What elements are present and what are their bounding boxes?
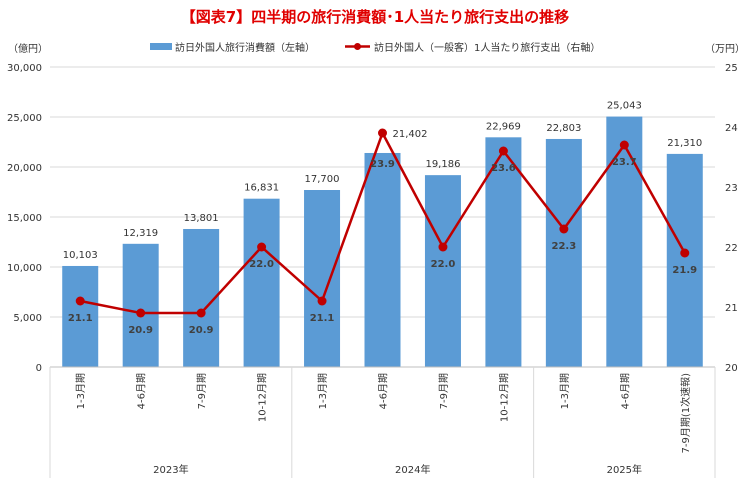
bar — [485, 137, 522, 367]
bar — [304, 190, 341, 367]
bar-value-label: 19,186 — [425, 159, 460, 170]
line-value-label: 20.9 — [128, 325, 153, 336]
legend: 訪日外国人旅行消費額（左軸） 訪日外国人（一般客）1人当たり旅行支出（右軸） — [150, 41, 600, 54]
x-tick-label: 1-3月期 — [559, 373, 571, 409]
line-point — [75, 296, 85, 306]
line-point — [438, 242, 448, 252]
x-tick-label: 7-9月期 — [196, 373, 208, 409]
line-value-label: 21.9 — [672, 265, 697, 276]
right-axis-unit: （万円） — [705, 43, 745, 55]
line-point — [378, 128, 387, 138]
right-tick-label: 21 — [725, 303, 738, 314]
x-tick-label: 10-12月期 — [257, 373, 269, 422]
chart-title: 【図表7】四半期の旅行消費額･1人当たり旅行支出の推移 — [181, 8, 569, 26]
bar-value-label: 16,831 — [244, 183, 279, 194]
year-group-label: 2024年 — [395, 463, 430, 476]
bar-value-label: 12,319 — [123, 228, 158, 239]
line-value-label: 21.1 — [68, 313, 93, 324]
line-value-label: 20.9 — [189, 325, 214, 336]
left-tick-label: 0 — [36, 363, 42, 374]
year-group-label: 2023年 — [153, 463, 188, 476]
right-tick-label: 20 — [725, 363, 738, 374]
bar — [364, 152, 401, 367]
line-value-label: 22.0 — [249, 259, 274, 270]
legend-bar-swatch — [150, 43, 172, 50]
left-tick-label: 10,000 — [7, 263, 42, 274]
bar-value-label: 25,043 — [607, 101, 642, 112]
bar-value-label: 22,803 — [546, 123, 581, 134]
left-axis-unit: （億円） — [8, 42, 48, 55]
x-tick-label: 1-3月期 — [317, 373, 329, 409]
line-point — [196, 308, 206, 318]
bar — [424, 175, 461, 367]
right-tick-label: 23 — [725, 183, 738, 194]
line-point — [257, 242, 267, 252]
line-point — [559, 224, 569, 234]
bar-value-label: 17,700 — [305, 174, 340, 185]
legend-line-label: 訪日外国人（一般客）1人当たり旅行支出（右軸） — [374, 41, 600, 54]
line-point — [680, 248, 690, 258]
x-tick-label: 4-6月期 — [378, 373, 390, 409]
bar-value-label: 13,801 — [184, 213, 219, 224]
bar — [62, 265, 99, 367]
x-tick-label: 7-9月期 — [438, 373, 450, 409]
x-tick-label: 4-6月期 — [619, 373, 631, 409]
line-value-label: 22.0 — [431, 259, 456, 270]
x-tick-label: 1-3月期 — [75, 373, 87, 409]
right-tick-label: 25 — [725, 63, 738, 74]
bar-value-label: 10,103 — [63, 250, 98, 261]
line-value-label: 23.7 — [612, 157, 637, 168]
line-value-label: 23.6 — [491, 163, 516, 174]
line-value-label: 22.3 — [552, 241, 577, 252]
x-tick-label: 4-6月期 — [136, 373, 148, 409]
left-tick-label: 25,000 — [7, 113, 42, 124]
left-tick-label: 15,000 — [7, 213, 42, 224]
bar-value-label: 21,310 — [667, 138, 702, 149]
legend-line-marker — [354, 43, 361, 50]
line-value-label: 23.9 — [370, 159, 395, 170]
bar — [606, 116, 643, 367]
left-tick-label: 5,000 — [13, 313, 42, 324]
line-point — [317, 296, 327, 306]
bar-value-label: 22,969 — [486, 121, 521, 132]
year-group-label: 2025年 — [607, 463, 642, 476]
bar — [545, 138, 582, 367]
bar — [122, 243, 159, 367]
bar — [666, 153, 703, 367]
x-tick-label: 10-12月期 — [498, 373, 510, 422]
line-point — [498, 146, 508, 156]
line-point — [136, 308, 146, 318]
line-point — [619, 140, 629, 150]
bar — [183, 228, 220, 367]
left-tick-label: 30,000 — [7, 63, 42, 74]
bar-value-label: 21,402 — [393, 129, 428, 140]
legend-bar-label: 訪日外国人旅行消費額（左軸） — [175, 41, 315, 54]
left-tick-label: 20,000 — [7, 163, 42, 174]
line-value-label: 21.1 — [310, 313, 335, 324]
right-tick-label: 22 — [725, 243, 738, 254]
bar — [243, 198, 280, 367]
right-tick-label: 24 — [725, 123, 738, 134]
x-tick-label: 7-9月期(1次速報) — [679, 373, 692, 454]
